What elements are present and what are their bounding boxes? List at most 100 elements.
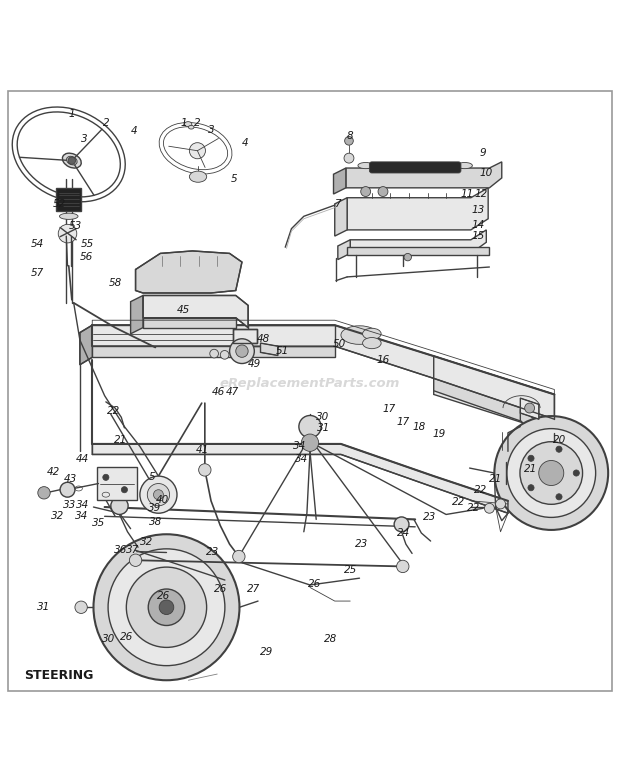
Text: 44: 44 — [76, 454, 89, 464]
Circle shape — [528, 455, 534, 461]
Text: 33: 33 — [63, 499, 77, 509]
Circle shape — [154, 490, 164, 499]
Circle shape — [94, 534, 239, 680]
Text: 22: 22 — [452, 497, 465, 507]
FancyBboxPatch shape — [97, 467, 138, 500]
Polygon shape — [334, 168, 346, 194]
Polygon shape — [346, 162, 502, 188]
Circle shape — [361, 187, 371, 196]
Text: 23: 23 — [206, 547, 219, 556]
Text: 10: 10 — [479, 168, 492, 178]
Circle shape — [378, 187, 388, 196]
Circle shape — [60, 482, 75, 497]
Circle shape — [344, 153, 354, 163]
Text: 7: 7 — [335, 199, 341, 209]
Circle shape — [404, 253, 412, 261]
Text: 34: 34 — [74, 511, 88, 520]
Circle shape — [108, 549, 225, 665]
Text: 3: 3 — [81, 134, 87, 144]
Text: 8: 8 — [347, 131, 353, 141]
Polygon shape — [350, 230, 486, 253]
Circle shape — [556, 446, 562, 453]
Ellipse shape — [363, 328, 381, 340]
Text: 43: 43 — [63, 474, 77, 484]
Ellipse shape — [358, 163, 373, 169]
Text: 11: 11 — [461, 189, 474, 199]
Text: STEERING: STEERING — [24, 669, 94, 682]
Circle shape — [126, 567, 206, 647]
Text: 34: 34 — [293, 442, 307, 451]
Text: 41: 41 — [196, 445, 209, 455]
Ellipse shape — [363, 337, 381, 349]
Circle shape — [159, 600, 174, 615]
Circle shape — [520, 442, 583, 504]
Text: 26: 26 — [120, 632, 133, 642]
Polygon shape — [338, 240, 350, 259]
Ellipse shape — [189, 171, 206, 182]
Circle shape — [103, 474, 109, 481]
Text: 1: 1 — [69, 109, 75, 119]
Circle shape — [299, 415, 321, 438]
Ellipse shape — [66, 157, 77, 165]
Text: 32: 32 — [51, 511, 64, 520]
Text: 54: 54 — [31, 238, 45, 249]
Ellipse shape — [184, 122, 192, 127]
Circle shape — [528, 485, 534, 491]
Text: 23: 23 — [423, 512, 436, 522]
Polygon shape — [335, 198, 347, 236]
Text: 45: 45 — [177, 305, 190, 315]
Circle shape — [140, 476, 177, 513]
Text: 40: 40 — [156, 495, 169, 505]
Polygon shape — [136, 251, 242, 293]
Text: 48: 48 — [257, 333, 270, 344]
Text: 49: 49 — [248, 358, 261, 368]
Text: 56: 56 — [79, 252, 92, 262]
Text: 30: 30 — [102, 634, 115, 644]
Text: 19: 19 — [432, 429, 445, 439]
Text: 36: 36 — [114, 545, 127, 555]
Text: 12: 12 — [474, 189, 487, 199]
Circle shape — [232, 550, 245, 562]
Circle shape — [75, 601, 87, 613]
Circle shape — [394, 517, 409, 532]
Text: 52: 52 — [53, 199, 66, 209]
Circle shape — [229, 339, 254, 364]
Text: 20: 20 — [553, 435, 567, 446]
Text: eReplacementParts.com: eReplacementParts.com — [220, 377, 400, 390]
Text: 58: 58 — [108, 278, 122, 288]
Text: 34: 34 — [294, 454, 308, 464]
Text: 5: 5 — [149, 472, 156, 482]
Text: 9: 9 — [480, 148, 487, 158]
Text: 1: 1 — [180, 118, 187, 129]
Text: 21: 21 — [489, 474, 502, 484]
Text: 22: 22 — [474, 485, 487, 495]
Circle shape — [122, 487, 128, 493]
Text: 4: 4 — [242, 139, 249, 148]
Circle shape — [210, 349, 218, 358]
Polygon shape — [92, 444, 508, 513]
Text: 17: 17 — [396, 417, 409, 427]
Circle shape — [148, 589, 185, 626]
Text: 46: 46 — [212, 387, 225, 397]
FancyBboxPatch shape — [370, 162, 461, 173]
Text: 3: 3 — [208, 125, 215, 135]
Polygon shape — [347, 188, 488, 230]
Text: 22: 22 — [107, 406, 120, 415]
Circle shape — [220, 351, 229, 359]
Circle shape — [189, 143, 205, 159]
Text: 18: 18 — [412, 421, 425, 432]
Polygon shape — [143, 295, 248, 328]
Text: 13: 13 — [472, 205, 485, 215]
Polygon shape — [232, 329, 257, 343]
Ellipse shape — [389, 163, 404, 169]
Text: 55: 55 — [81, 238, 94, 249]
Text: 31: 31 — [37, 602, 51, 612]
Text: 24: 24 — [397, 528, 410, 538]
Circle shape — [507, 428, 596, 517]
Ellipse shape — [63, 153, 81, 168]
Text: 2: 2 — [194, 118, 201, 129]
Polygon shape — [520, 398, 539, 419]
Polygon shape — [80, 325, 92, 365]
Text: 26: 26 — [157, 591, 170, 601]
Ellipse shape — [426, 163, 441, 169]
